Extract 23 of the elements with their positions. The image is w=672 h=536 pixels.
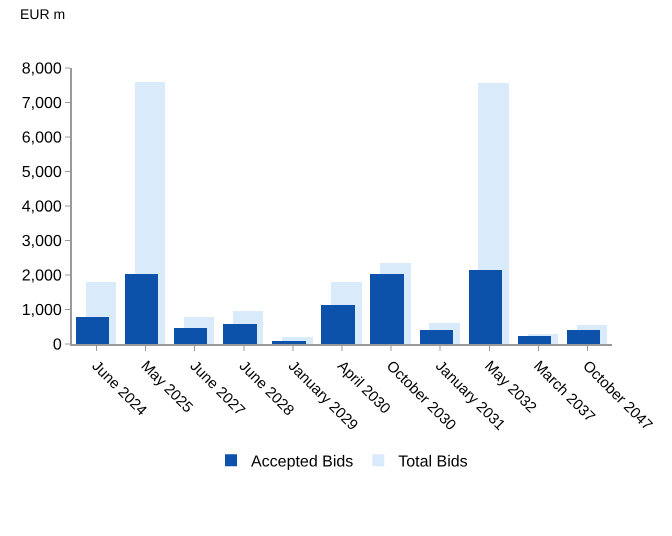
- y-tick-label: 7,000: [22, 95, 62, 112]
- y-tick-label: 5,000: [22, 164, 62, 182]
- bar: [420, 330, 453, 344]
- bar: [518, 336, 551, 344]
- bar: [321, 305, 355, 344]
- y-axis-title: EUR m: [20, 6, 66, 22]
- legend-label: Total Bids: [398, 454, 468, 470]
- bar: [223, 324, 257, 344]
- bar: [370, 274, 404, 344]
- bar: [174, 328, 207, 344]
- y-tick-label: 1,000: [22, 302, 62, 320]
- y-tick-label: 2,000: [22, 268, 62, 285]
- bar: [567, 330, 600, 344]
- legend-label: Accepted Bids: [251, 454, 354, 470]
- bar: [76, 317, 109, 344]
- bar: [469, 270, 502, 344]
- bar: [125, 274, 158, 344]
- y-tick-label: 3,000: [22, 233, 62, 250]
- y-tick-label: 4,000: [22, 198, 62, 216]
- bar: [272, 341, 306, 344]
- y-tick-label: 8,000: [22, 60, 62, 78]
- y-tick-label: 0: [52, 336, 62, 354]
- y-tick-label: 6,000: [22, 130, 62, 147]
